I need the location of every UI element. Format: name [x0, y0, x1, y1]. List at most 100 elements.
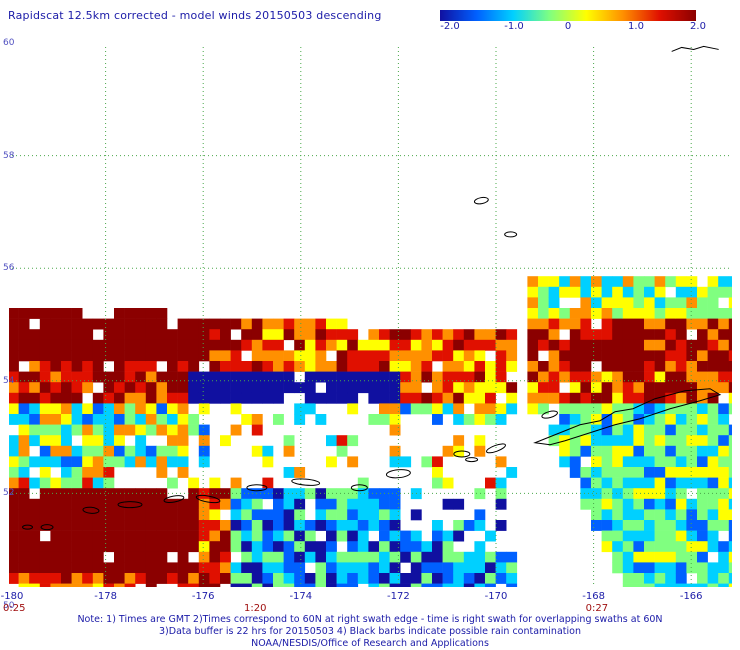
colorbar-tick-label: -2.0 — [440, 21, 460, 32]
wind-cell — [18, 562, 30, 574]
coastline-fox-islands — [533, 388, 722, 446]
wind-cell — [188, 530, 200, 542]
wind-cell — [135, 445, 147, 457]
wind-cell — [644, 392, 655, 404]
wind-cell — [389, 562, 401, 574]
wind-cell — [707, 392, 719, 404]
wind-cell — [707, 583, 719, 588]
wind-cell — [188, 350, 200, 362]
wind-cell — [580, 361, 592, 372]
wind-cell — [474, 520, 486, 531]
wind-cell — [697, 583, 708, 588]
wind-cell — [601, 445, 613, 457]
wind-cell — [622, 392, 634, 404]
wind-cell — [103, 445, 115, 457]
wind-cell — [304, 530, 316, 542]
wind-cell — [559, 308, 571, 319]
wind-cell — [559, 414, 571, 425]
wind-cell — [644, 286, 655, 298]
wind-cell — [506, 329, 518, 341]
wind-cell — [601, 350, 613, 362]
wind-cell — [124, 403, 136, 415]
wind-cell — [61, 339, 72, 351]
wind-cell — [177, 361, 189, 372]
wind-cell — [697, 445, 708, 457]
wind-cell — [601, 541, 613, 553]
wind-cell — [114, 329, 125, 341]
wind-cell — [273, 329, 284, 341]
wind-cell — [39, 339, 51, 351]
wind-cell — [654, 498, 666, 510]
wind-cell — [697, 361, 708, 372]
wind-cell — [432, 414, 443, 425]
wind-cell — [675, 329, 687, 341]
wind-cell — [326, 318, 337, 330]
wind-cell — [50, 530, 62, 542]
wind-cell — [718, 350, 730, 362]
wind-cell — [135, 456, 147, 468]
wind-cell — [686, 286, 698, 298]
wind-cell — [29, 498, 41, 510]
wind-cell — [82, 530, 94, 542]
wind-cell — [569, 414, 581, 425]
wind-cell — [220, 435, 231, 447]
wind-cell — [601, 318, 613, 330]
wind-cell — [665, 414, 677, 425]
wind-cell — [50, 583, 62, 588]
wind-cell — [665, 435, 677, 447]
wind-cell — [697, 414, 708, 425]
wind-cell — [251, 329, 263, 341]
wind-cell — [368, 382, 380, 394]
wind-cell — [622, 435, 634, 447]
wind-cell — [432, 551, 443, 563]
wind-cell — [156, 414, 168, 425]
wind-cell — [633, 467, 645, 478]
wind-cell — [220, 541, 231, 553]
wind-cell — [728, 297, 733, 309]
wind-cell — [315, 414, 327, 425]
wind-cell — [283, 541, 295, 553]
wind-cell — [697, 339, 708, 351]
wind-cell — [442, 498, 454, 510]
wind-cell — [612, 286, 624, 298]
wind-cell — [697, 435, 708, 447]
wind-cell — [612, 392, 624, 404]
wind-cell — [591, 467, 602, 478]
plot-frame — [8, 43, 733, 588]
wind-cell — [336, 509, 348, 521]
wind-cell — [591, 498, 602, 510]
wind-cell — [357, 371, 369, 383]
wind-cell — [61, 456, 72, 468]
wind-cell — [92, 424, 104, 436]
wind-cell — [188, 541, 200, 553]
wind-cell — [580, 488, 592, 500]
wind-cell — [368, 562, 380, 574]
wind-cell — [29, 573, 41, 584]
wind-cell — [591, 477, 602, 489]
wind-cell — [315, 573, 327, 584]
wind-cell — [591, 435, 602, 447]
wind-cell — [707, 562, 719, 574]
wind-cell — [569, 286, 581, 298]
wind-cell — [485, 414, 496, 425]
longitude-label: -168 — [582, 591, 605, 602]
wind-cell — [326, 392, 337, 404]
wind-cell — [548, 382, 560, 394]
wind-cell — [654, 530, 666, 542]
wind-cell — [326, 541, 337, 553]
wind-cell — [654, 350, 666, 362]
wind-cell — [29, 541, 41, 553]
wind-cell — [124, 350, 136, 362]
wind-cell — [294, 562, 306, 574]
wind-cell — [357, 488, 369, 500]
wind-cell — [612, 414, 624, 425]
wind-cell — [241, 382, 253, 394]
wind-cell — [697, 573, 708, 584]
latitude-label: 58 — [3, 150, 15, 161]
wind-cell — [707, 329, 719, 341]
wind-cell — [601, 488, 613, 500]
wind-cell — [156, 498, 168, 510]
wind-cell — [273, 498, 284, 510]
wind-cell — [527, 276, 539, 288]
wind-cell — [644, 467, 655, 478]
